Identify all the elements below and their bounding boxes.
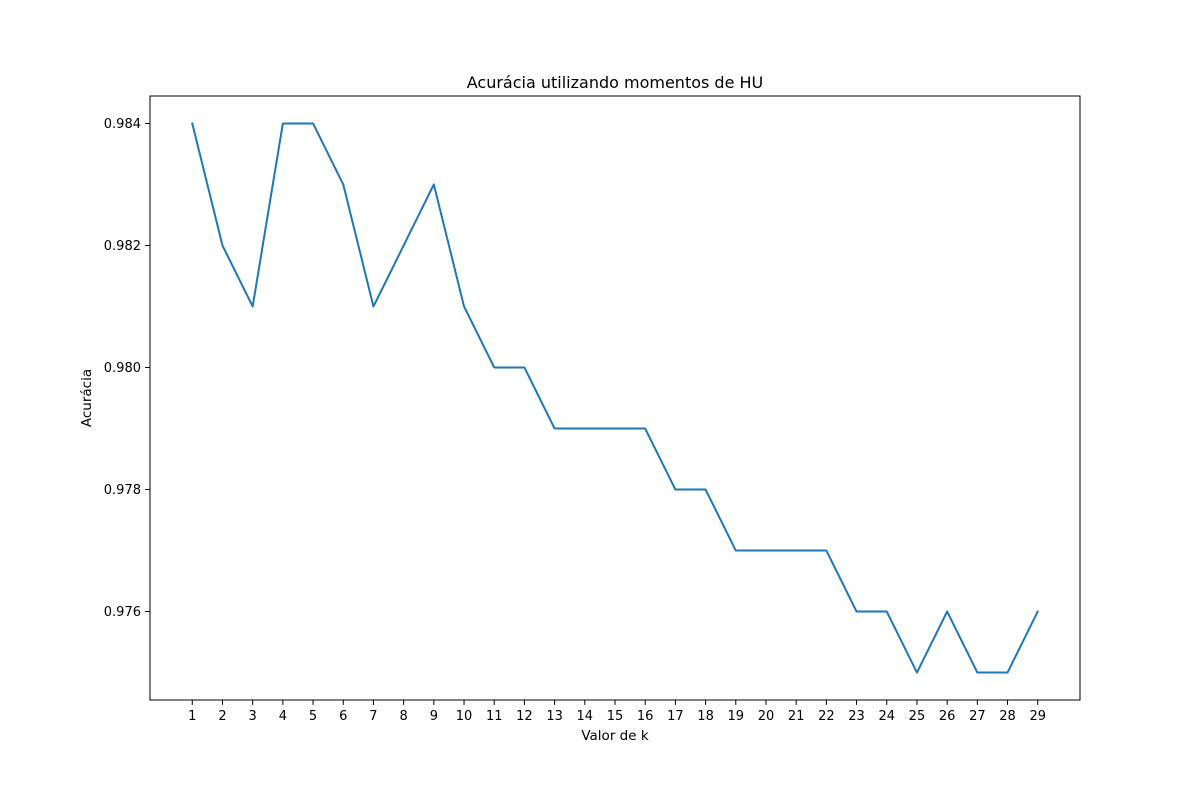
- y-axis-label: Acurácia: [79, 369, 95, 427]
- y-tick-label: 0.980: [104, 361, 141, 376]
- x-tick-label: 2: [218, 709, 226, 724]
- x-tick-label: 1: [188, 709, 196, 724]
- x-tick-label: 21: [788, 709, 805, 724]
- x-tick-label: 19: [728, 709, 745, 724]
- x-tick-label: 17: [667, 709, 684, 724]
- x-tick-label: 28: [999, 709, 1016, 724]
- x-tick-label: 15: [607, 709, 624, 724]
- x-tick-label: 27: [969, 709, 986, 724]
- x-tick-label: 24: [878, 709, 895, 724]
- x-tick-label: 29: [1029, 709, 1046, 724]
- x-tick-label: 3: [249, 709, 257, 724]
- x-tick-label: 11: [486, 709, 503, 724]
- x-tick-label: 6: [339, 709, 347, 724]
- x-tick-label: 13: [546, 709, 563, 724]
- y-tick-label: 0.984: [104, 117, 141, 132]
- x-axis-label: Valor de k: [581, 728, 648, 744]
- y-tick-label: 0.978: [104, 483, 141, 498]
- chart-title: Acurácia utilizando momentos de HU: [467, 73, 764, 92]
- y-tick-label: 0.982: [104, 239, 141, 254]
- x-tick-label: 8: [399, 709, 407, 724]
- x-tick-label: 9: [430, 709, 438, 724]
- x-tick-label: 20: [758, 709, 775, 724]
- x-tick-label: 12: [516, 709, 533, 724]
- series-line: [191, 122, 1040, 674]
- y-axis-ticks: 0.976 0.978 0.980 0.982 0.984: [104, 117, 150, 620]
- x-tick-label: 22: [818, 709, 835, 724]
- x-tick-label: 10: [456, 709, 473, 724]
- x-tick-label: 14: [577, 709, 594, 724]
- x-tick-label: 5: [309, 709, 317, 724]
- x-tick-label: 4: [279, 709, 287, 724]
- x-tick-label: 16: [637, 709, 654, 724]
- x-tick-label: 7: [369, 709, 377, 724]
- x-tick-label: 26: [939, 709, 956, 724]
- x-tick-label: 18: [697, 709, 714, 724]
- series-layer: [191, 122, 1040, 674]
- y-tick-label: 0.976: [104, 605, 141, 620]
- x-tick-label: 23: [848, 709, 865, 724]
- x-axis-ticks: 1 2 3 4 5 6 7 8 9 10 11 12 13 14 15 16 17 18 19 20 21 22 23 24 2…: [188, 700, 1046, 724]
- plot-area-frame: [149, 95, 1081, 701]
- x-tick-label: 25: [909, 709, 926, 724]
